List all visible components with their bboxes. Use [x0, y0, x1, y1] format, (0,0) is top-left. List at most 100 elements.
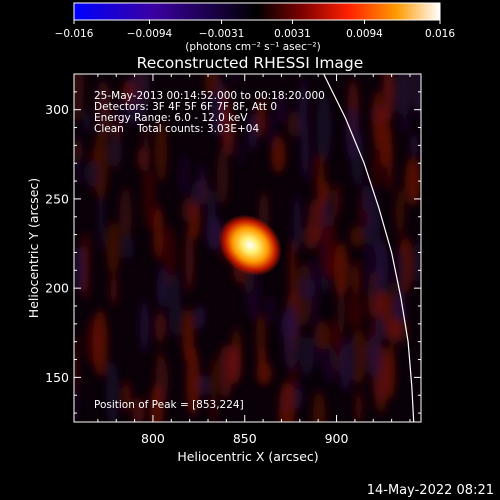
- noise-patch: [410, 133, 419, 156]
- noise-patch: [386, 125, 393, 193]
- noise-patch: [361, 180, 370, 214]
- peak-source: [218, 214, 282, 276]
- noise-patch: [279, 381, 295, 422]
- noise-patch: [109, 134, 122, 168]
- noise-patch: [153, 205, 164, 261]
- noise-patch: [255, 312, 266, 359]
- noise-patch: [375, 313, 386, 342]
- noise-patch: [83, 109, 91, 134]
- noise-patch: [132, 397, 145, 422]
- noise-patch: [186, 346, 200, 416]
- y-tick-label: 150: [45, 370, 69, 385]
- x-tick-label: 800: [141, 431, 165, 446]
- noise-patch: [312, 152, 322, 193]
- noise-patch: [156, 266, 169, 309]
- noise-patch: [74, 246, 85, 292]
- x-axis-ticks: 800 850 900: [97, 74, 411, 446]
- colorbar-ticks: −0.016 −0.0094 −0.0031 0.0031 0.0094 0.016: [55, 20, 455, 40]
- noise-patch: [372, 89, 383, 151]
- noise-patch: [395, 186, 405, 238]
- noise-patch: [322, 343, 337, 383]
- y-tick-label: 300: [45, 102, 69, 117]
- peak-position-label: Position of Peak = [853,224]: [94, 399, 244, 411]
- colorbar-tick-label: 0.0094: [346, 28, 383, 40]
- noise-patch: [122, 234, 134, 260]
- colorbar-tick-label: −0.0031: [199, 28, 245, 40]
- plot-area: [74, 74, 421, 422]
- noise-patch: [198, 375, 210, 396]
- noise-patch: [117, 97, 125, 132]
- noise-patch: [74, 74, 85, 122]
- noise-patch: [248, 112, 258, 152]
- colorbar-tick-label: −0.0094: [127, 28, 173, 40]
- noise-patch: [312, 390, 326, 422]
- noise-patch: [396, 74, 412, 120]
- footer-timestamp: 14-May-2022 08:21: [367, 483, 494, 498]
- plot-frame: [73, 73, 422, 423]
- noise-patch: [319, 225, 333, 277]
- noise-patch: [333, 242, 349, 298]
- noise-patch: [300, 277, 316, 300]
- noise-patch: [300, 335, 314, 377]
- colorbar: −0.016 −0.0094 −0.0031 0.0031 0.0094 0.016 (p…: [55, 2, 455, 53]
- noise-patch: [299, 77, 308, 142]
- solar-limb-curve: [323, 74, 415, 422]
- noise-patch: [256, 362, 272, 385]
- noise-patch: [92, 309, 108, 377]
- noise-patch: [315, 92, 332, 163]
- noise-patch: [266, 294, 275, 326]
- y-axis-ticks: 150 200 250 300: [45, 73, 421, 414]
- colorbar-unit-label: (photons cm⁻² s⁻¹ asec⁻²): [185, 41, 320, 53]
- annotation-detectors: Detectors: 3F 4F 5F 6F 7F 8F, Att 0: [94, 101, 277, 113]
- noise-patch: [204, 74, 220, 97]
- noise-patch: [271, 135, 286, 174]
- noise-patch: [372, 147, 383, 189]
- y-axis-label: Heliocentric Y (arcsec): [26, 178, 41, 318]
- noise-patch: [414, 239, 421, 286]
- noise-patch: [352, 261, 360, 299]
- noise-patch: [414, 74, 421, 120]
- noise-patch: [206, 216, 222, 251]
- noise-patch: [405, 156, 421, 206]
- y-tick-label: 200: [45, 281, 69, 296]
- noise-patch: [150, 383, 164, 422]
- noise-patch: [368, 335, 381, 380]
- noise-patch: [110, 271, 118, 307]
- colorbar-tick-label: 0.016: [425, 28, 455, 40]
- noise-patch: [237, 140, 245, 166]
- noise-patch: [256, 97, 266, 139]
- noise-patch: [210, 354, 217, 422]
- noise-patch: [372, 201, 381, 255]
- noise-patch: [140, 298, 149, 353]
- noise-patch: [199, 163, 206, 205]
- noise-patch: [393, 246, 406, 297]
- colorbar-gradient: [73, 2, 441, 21]
- noise-patch: [281, 310, 297, 340]
- annotation-total-counts: Clean Total counts: 3.03E+04: [94, 123, 259, 135]
- annotation-energy-range: Energy Range: 6.0 - 12.0 keV: [94, 112, 248, 124]
- colorbar-tick-label: −0.016: [55, 28, 94, 40]
- x-axis-label: Heliocentric X (arcsec): [177, 449, 318, 464]
- noise-patch: [194, 305, 206, 330]
- noise-patch: [228, 343, 241, 385]
- noise-patch: [142, 170, 156, 230]
- y-tick-label: 250: [45, 191, 69, 206]
- noise-patch: [245, 265, 261, 321]
- annotation-time-range: 25-May-2013 00:14:52.000 to 00:18:20.000: [94, 90, 325, 102]
- noise-patch: [347, 293, 364, 330]
- noise-patch: [232, 74, 240, 86]
- noise-patch: [105, 360, 119, 422]
- noise-patch: [155, 311, 166, 344]
- noise-patch: [106, 221, 120, 276]
- noise-patch: [95, 80, 111, 135]
- noise-patch: [119, 187, 132, 243]
- noise-patch: [179, 153, 189, 197]
- x-tick-label: 900: [325, 431, 349, 446]
- noise-patch: [315, 320, 330, 350]
- noise-patch: [275, 93, 288, 125]
- noise-patch: [138, 74, 150, 121]
- noise-patch: [123, 380, 131, 412]
- annotation-block: 25-May-2013 00:14:52.000 to 00:18:20.000…: [94, 90, 325, 135]
- noise-patch: [74, 334, 78, 395]
